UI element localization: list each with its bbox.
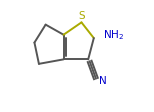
Text: NH$_2$: NH$_2$ xyxy=(103,28,124,42)
Text: S: S xyxy=(79,11,85,21)
Text: N: N xyxy=(99,76,107,86)
